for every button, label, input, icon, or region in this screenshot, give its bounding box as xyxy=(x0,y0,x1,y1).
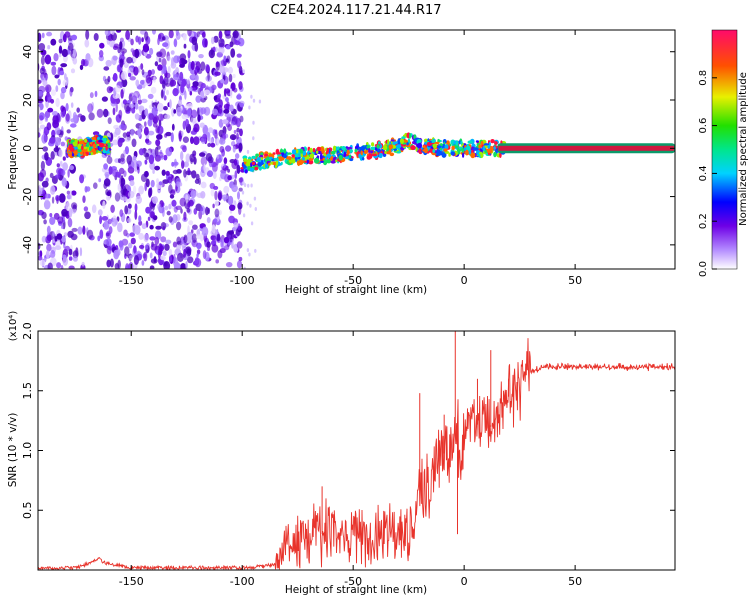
colorbar-tick-label: 0.6 xyxy=(698,118,709,134)
spectrogram-y-ticks: -40 -20 0 20 40 xyxy=(21,45,675,254)
colorbar-tick-label: 0.8 xyxy=(698,70,709,86)
snr-x-ticks: -150 -100 -50 0 50 xyxy=(119,331,582,588)
colorbar-tick-label: 0.4 xyxy=(698,165,709,181)
snr-multiplier: (x10⁴) xyxy=(8,311,19,342)
spectrogram-y-label: Frequency (Hz) xyxy=(7,110,19,189)
spectrogram-y-tick-label: -20 xyxy=(21,188,34,206)
snr-y-tick-label: 1.0 xyxy=(21,442,34,460)
colorbar-tick-label: 0.0 xyxy=(698,261,709,277)
spectrogram-y-tick-label: 40 xyxy=(21,45,34,59)
snr-x-tick-label: -150 xyxy=(119,575,144,588)
spectrogram-x-tick-label: 0 xyxy=(461,274,468,287)
spectrogram-panel: -150 -100 -50 0 50 -40 -20 0 20 40 Height of str… xyxy=(7,29,676,296)
snr-y-tick-label: 1.5 xyxy=(21,382,34,400)
snr-y-label: SNR (10 * v/v) xyxy=(7,413,19,488)
spectrogram-x-ticks: -150 -100 -50 0 50 xyxy=(119,30,582,287)
spectrogram-frame xyxy=(37,29,676,270)
snr-y-tick-label: 0.5 xyxy=(21,502,34,520)
snr-y-tick-label: 2.0 xyxy=(21,322,34,340)
spectrogram-y-tick-label: 0 xyxy=(21,145,34,152)
snr-y-ticks: 0.5 1.0 1.5 2.0 xyxy=(21,322,675,519)
figure-title: C2E4.2024.117.21.44.R17 xyxy=(270,3,441,18)
snr-line xyxy=(38,338,675,570)
signal-trace xyxy=(66,132,507,174)
tone-core xyxy=(498,145,674,151)
spectrogram-y-tick-label: 20 xyxy=(21,93,34,107)
snr-x-tick-label: 0 xyxy=(461,575,468,588)
noise-band xyxy=(38,30,262,269)
spectrogram-x-label: Height of straight line (km) xyxy=(285,284,427,296)
colorbar-gradient xyxy=(711,29,738,270)
colorbar-label: Normalized spectral amplitude xyxy=(738,72,749,226)
snr-panel: -150 -100 -50 0 50 0.5 1.0 1.5 2.0 Height of st… xyxy=(7,311,676,596)
snr-content xyxy=(38,331,675,570)
spectrogram-x-tick-label: 50 xyxy=(568,274,582,287)
colorbar-ticks: 0.0 0.2 0.4 0.6 0.8 xyxy=(698,70,717,277)
snr-x-tick-label: -100 xyxy=(230,575,255,588)
snr-x-tick-label: 50 xyxy=(568,575,582,588)
spectrogram-y-tick-label: -40 xyxy=(21,236,34,254)
snr-x-label: Height of straight line (km) xyxy=(285,584,427,596)
colorbar: 0.0 0.2 0.4 0.6 0.8 Normalized spectral ampl… xyxy=(698,29,749,277)
spectrogram-x-tick-label: -50 xyxy=(344,274,362,287)
colorbar-tick-label: 0.2 xyxy=(698,213,709,229)
spectrogram-x-tick-label: -100 xyxy=(230,274,255,287)
snr-x-tick-label: -50 xyxy=(344,575,362,588)
spectrogram-content xyxy=(38,30,675,269)
spectrogram-x-tick-label: -150 xyxy=(119,274,144,287)
